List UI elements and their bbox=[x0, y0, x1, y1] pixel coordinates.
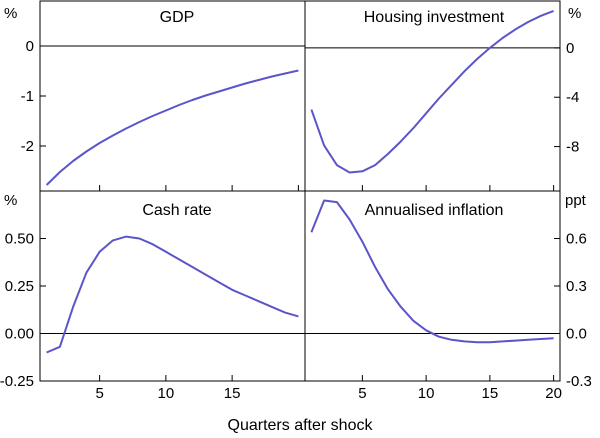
series-line-housing-investment bbox=[310, 9, 554, 174]
chart-marks: 0 -1 -2 0 -4 -8 0.50 0.25 0.00 -0.25 5 10 15 0.6 0.3 0.… bbox=[0, 9, 592, 402]
y-tick-label: 0.6 bbox=[566, 231, 587, 248]
x-tick-label: 15 bbox=[224, 385, 241, 402]
y-tick-label: 0.00 bbox=[5, 326, 34, 343]
y-tick-label: -2 bbox=[21, 138, 34, 155]
y-tick-label: -8 bbox=[566, 139, 579, 156]
panel-title-housing-investment: Housing investment bbox=[364, 9, 505, 26]
x-tick-label: 20 bbox=[545, 385, 562, 402]
series-line-cash-rate bbox=[46, 235, 299, 354]
y-tick-label: -0.25 bbox=[0, 373, 34, 390]
panel-title-cash-rate: Cash rate bbox=[142, 202, 211, 219]
y-tick-label: -4 bbox=[566, 89, 579, 106]
x-tick-label: 10 bbox=[158, 385, 175, 402]
y-tick-label: -1 bbox=[21, 88, 34, 105]
unit-label-gdp: % bbox=[4, 5, 17, 22]
y-tick-label: -0.3 bbox=[566, 373, 592, 390]
y-tick-label: 0.50 bbox=[5, 231, 34, 248]
y-tick-label: 0.3 bbox=[566, 278, 587, 295]
series-line-gdp bbox=[45, 69, 299, 186]
unit-label-cash-rate: % bbox=[4, 192, 17, 209]
y-tick-label: 0.0 bbox=[566, 326, 587, 343]
x-tick-label: 5 bbox=[358, 385, 366, 402]
unit-label-housing: % bbox=[568, 5, 581, 22]
panel-title-annualised-inflation: Annualised inflation bbox=[365, 202, 504, 219]
y-tick-label: 0 bbox=[566, 40, 574, 57]
x-tick-label: 5 bbox=[95, 385, 103, 402]
panel-title-gdp: GDP bbox=[160, 9, 195, 26]
unit-label-inflation: ppt bbox=[565, 192, 587, 209]
y-tick-label: 0.25 bbox=[5, 278, 34, 295]
y-tick-label: 0 bbox=[26, 38, 34, 55]
x-axis-label: Quarters after shock bbox=[228, 417, 374, 434]
x-tick-label: 15 bbox=[482, 385, 499, 402]
series-line-annualised-inflation bbox=[310, 199, 554, 344]
x-tick-label: 10 bbox=[418, 385, 435, 402]
